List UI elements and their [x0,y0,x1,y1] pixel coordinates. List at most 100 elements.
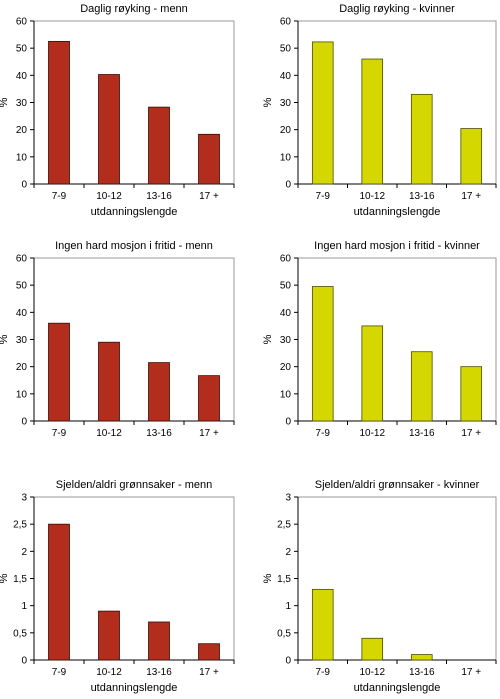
x-tick-label: 10-12 [96,428,122,439]
y-tick-label: 50 [16,281,28,292]
y-tick-label: 0,5 [13,628,27,639]
y-axis-label: % [0,573,10,583]
chart-title: Daglig røyking - kvinner [339,3,455,15]
chart-title: Sjelden/aldri grønnsaker - menn [56,479,213,491]
bar-17 [460,128,483,185]
x-tick-label: 7-9 [52,428,67,439]
bar-13-16 [148,362,170,422]
x-tick-label: 17 + [199,667,219,678]
bar-chart-1: Daglig røyking - kvinner 0 10 20 30 40 50 60% 7-… [262,3,497,218]
x-tick-label: 13-16 [409,191,435,202]
y-tick-label: 40 [16,308,28,319]
y-tick-label: 10 [16,152,28,163]
y-tick-label: 1,5 [277,574,291,585]
y-tick-label: 40 [16,71,28,82]
y-axis-label: % [0,97,10,107]
y-tick-label: 60 [16,254,28,265]
y-tick-label: 50 [280,44,292,55]
y-tick-label: 60 [280,254,292,265]
y-tick-label: 0 [285,656,291,667]
x-tick-label: 17 + [461,667,481,678]
x-tick-label: 13-16 [146,667,172,678]
x-tick-label: 13-16 [146,191,172,202]
chart-title: Ingen hard mosjon i fritid - kvinner [314,240,480,252]
y-tick-label: 1 [285,601,291,612]
y-axis-label: % [262,573,274,583]
y-tick-label: 20 [280,125,292,136]
x-tick-label: 10-12 [359,191,385,202]
y-tick-label: 30 [16,98,28,109]
y-tick-label: 30 [280,335,292,346]
bar-7-9 [311,286,334,422]
bar-17 [198,375,220,422]
y-tick-label: 30 [280,98,292,109]
y-tick-label: 20 [16,125,28,136]
bar-10-12 [98,74,120,185]
chart-title: Sjelden/aldri grønnsaker - kvinner [315,479,480,491]
y-tick-label: 20 [16,362,28,373]
bar-13-16 [148,621,170,661]
y-tick-label: 0 [21,656,27,667]
bar-chart-5: Sjelden/aldri grønnsaker - kvinner 0 0,5 1 1… [262,479,497,694]
x-tick-label: 7-9 [52,191,67,202]
x-tick-label: 17 + [461,191,481,202]
bar-10-12 [361,58,384,185]
x-tick-label: 10-12 [96,191,122,202]
x-tick-label: 7-9 [316,428,331,439]
y-axis-label: % [262,334,274,344]
y-tick-label: 0 [285,180,291,191]
bar-13-16 [410,654,433,661]
x-tick-label: 10-12 [96,667,122,678]
x-tick-label: 13-16 [146,428,172,439]
y-tick-label: 3 [285,493,291,504]
y-tick-label: 0 [21,417,27,428]
y-tick-label: 0 [21,180,27,191]
y-tick-label: 10 [16,389,28,400]
bar-10-12 [361,325,384,422]
bar-chart-2: Ingen hard mosjon i fritid - menn 0 10 20 30… [0,240,235,439]
y-tick-label: 30 [16,335,28,346]
bar-10-12 [98,610,120,661]
x-tick-label: 13-16 [409,667,435,678]
bar-7-9 [48,40,70,185]
y-tick-label: 60 [280,17,292,28]
chart-title: Ingen hard mosjon i fritid - menn [55,240,213,252]
y-tick-label: 50 [16,44,28,55]
x-axis-label: utdanningslengde [91,206,178,218]
x-axis-label: utdanningslengde [91,682,178,694]
y-tick-label: 2,5 [277,520,291,531]
y-tick-label: 20 [280,362,292,373]
y-tick-label: 60 [16,17,28,28]
x-axis-label: utdanningslengde [354,682,441,694]
y-axis-label: % [262,97,274,107]
bar-7-9 [311,41,334,185]
bar-7-9 [48,523,70,661]
x-tick-label: 13-16 [409,428,435,439]
bar-13-16 [410,351,433,422]
bar-chart-3: Ingen hard mosjon i fritid - kvinner 0 10 2… [262,240,497,439]
y-tick-label: 1,5 [13,574,27,585]
bar-chart-4: Sjelden/aldri grønnsaker - menn 0 0,5 1 1,5 2… [0,479,235,694]
bar-7-9 [311,588,334,661]
x-tick-label: 7-9 [316,667,331,678]
y-tick-label: 40 [280,308,292,319]
chart-title: Daglig røyking - menn [80,3,188,15]
x-tick-label: 17 + [199,428,219,439]
x-tick-label: 10-12 [359,428,385,439]
y-tick-label: 2 [21,547,27,558]
y-tick-label: 3 [21,493,27,504]
x-tick-label: 7-9 [52,667,67,678]
x-tick-label: 7-9 [316,191,331,202]
y-tick-label: 0 [285,417,291,428]
bar-7-9 [48,322,70,422]
y-tick-label: 1 [21,601,27,612]
y-tick-label: 40 [280,71,292,82]
y-axis-label: % [0,334,10,344]
y-tick-label: 10 [280,152,292,163]
bar-13-16 [148,106,170,185]
y-tick-label: 2 [285,547,291,558]
x-tick-label: 17 + [199,191,219,202]
y-tick-label: 0,5 [277,628,291,639]
x-axis-label: utdanningslengde [354,206,441,218]
